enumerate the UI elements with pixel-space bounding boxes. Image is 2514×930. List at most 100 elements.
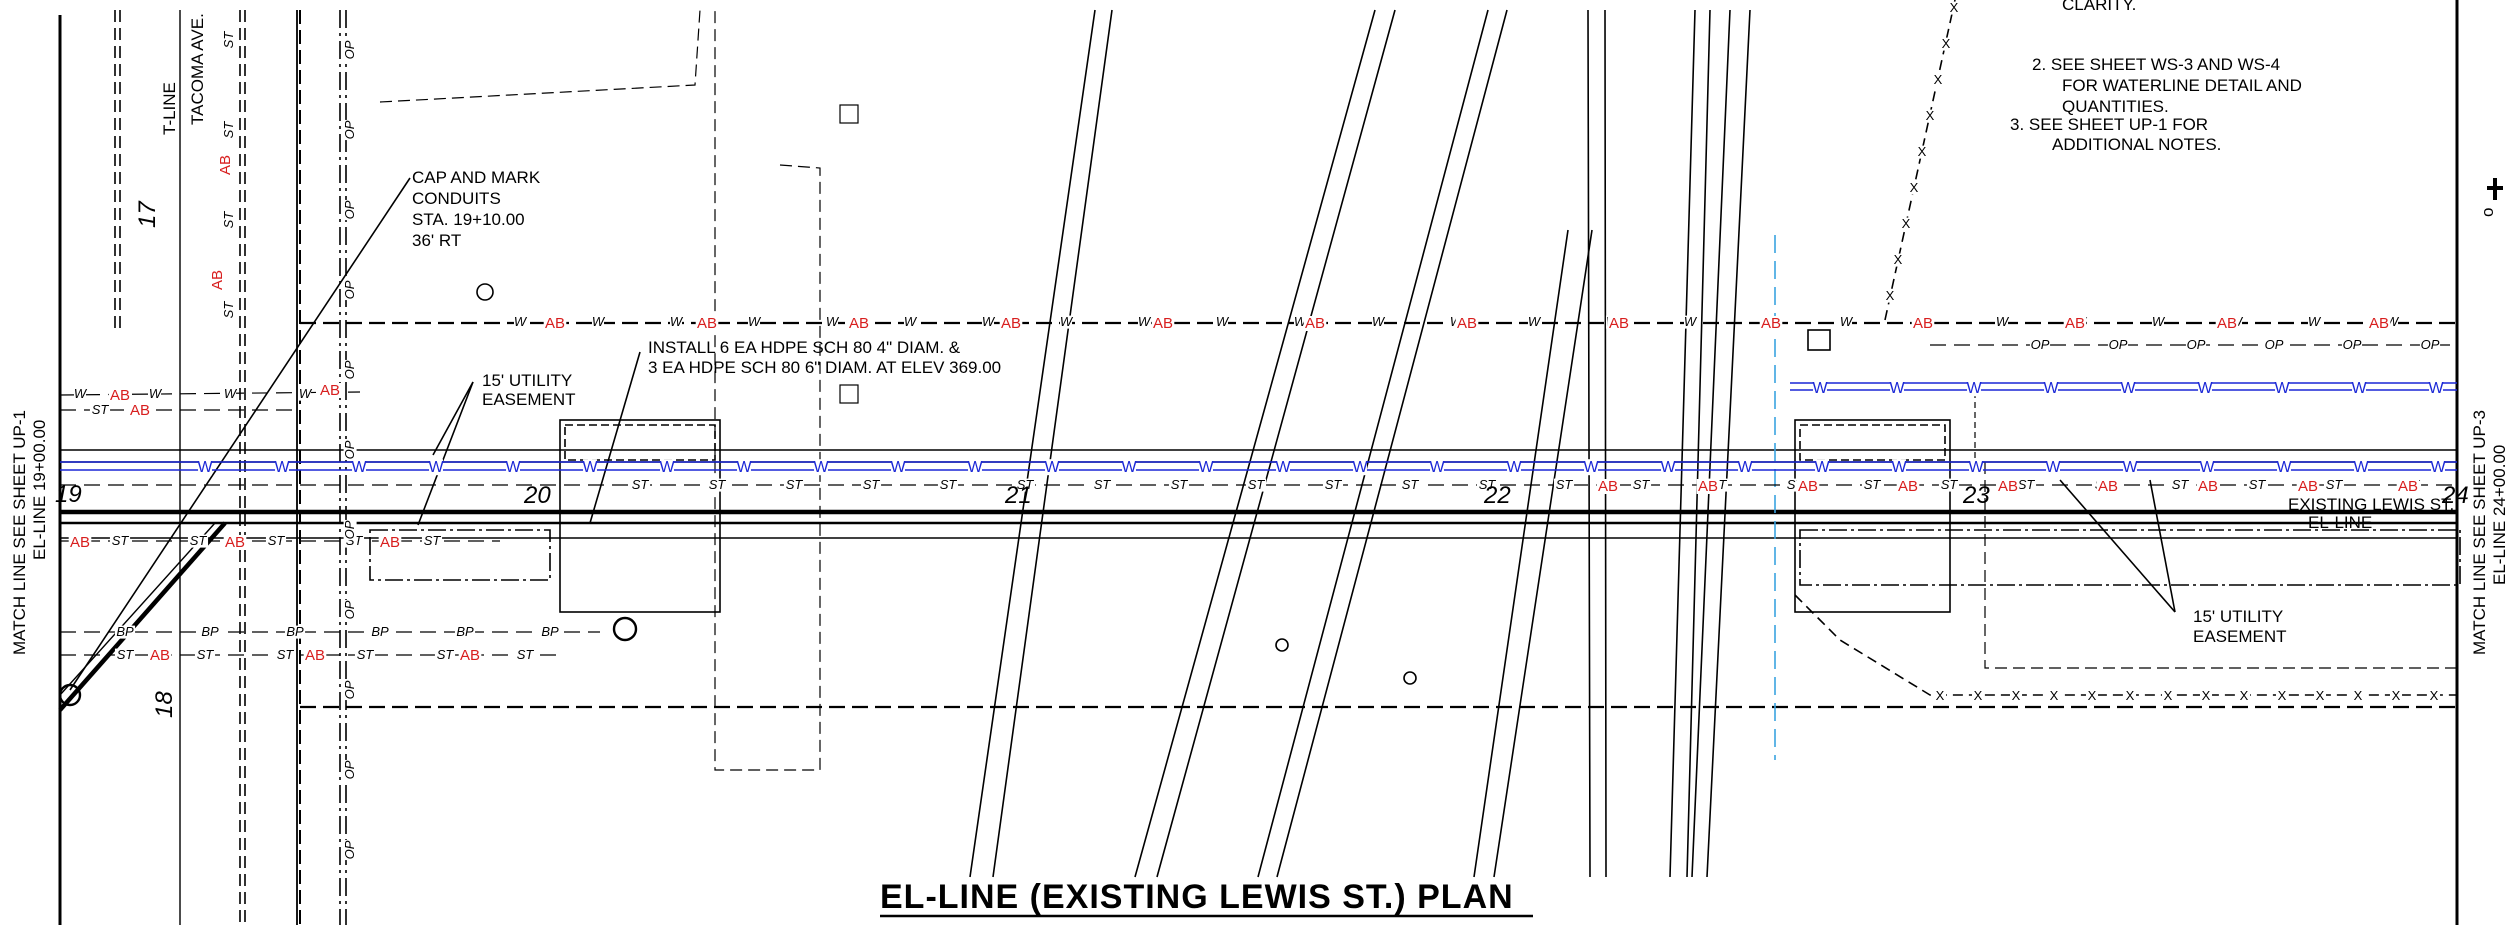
- tag-mask: [2246, 478, 2268, 492]
- line-tag: ST: [2326, 477, 2344, 492]
- note1-tail: CLARITY.: [2062, 0, 2136, 14]
- tag-mask: [1399, 478, 1421, 492]
- line-tag: X: [1910, 180, 1919, 195]
- line-tag: W: [1138, 314, 1152, 329]
- line-tag: W: [748, 314, 762, 329]
- tag-mask: [1476, 478, 1498, 492]
- tag-mask: [1584, 459, 1598, 476]
- tag-mask: [1996, 479, 2020, 494]
- line-tag: AB: [2065, 315, 2085, 332]
- tag-mask: [114, 625, 136, 639]
- tag-mask: [2296, 479, 2320, 494]
- line-tag: W: [1737, 459, 1753, 476]
- line-tag: X: [1934, 72, 1943, 87]
- note3-line2: ADDITIONAL NOTES.: [2052, 135, 2221, 154]
- line-tag: AB: [380, 534, 400, 551]
- line-tag: W: [299, 386, 313, 401]
- install-line2: 3 EA HDPE SCH 80 6" DIAM. AT ELEV 369.00: [648, 358, 1001, 377]
- tag-mask: [1607, 316, 1631, 331]
- tag-mask: [539, 625, 561, 639]
- tag-mask: [2313, 689, 2327, 703]
- line-tag: W: [1840, 314, 1854, 329]
- tag-mask: [513, 315, 527, 329]
- line-tag: X: [1974, 688, 1983, 703]
- tag-mask: [1276, 459, 1290, 476]
- line-tag: AB: [2298, 478, 2318, 495]
- line-tag: AB: [70, 534, 90, 551]
- tag-mask: [1303, 316, 1327, 331]
- line-tag: AB: [1913, 315, 1933, 332]
- tag-mask: [695, 316, 719, 331]
- line-tag: ST: [709, 477, 727, 492]
- line-tag: ST: [437, 647, 455, 662]
- match-line-right-2: EL-LINE 24+00.00: [2490, 445, 2509, 585]
- callout-easement-right: 15' UTILITY EASEMENT: [2193, 607, 2287, 646]
- easement-left-line2: EASEMENT: [482, 390, 576, 409]
- tag-mask: [2323, 478, 2345, 492]
- line-tag: X: [1918, 144, 1927, 159]
- line-tag: ST: [221, 31, 236, 49]
- line-tag: AB: [1598, 478, 1618, 495]
- line-tag: ST: [197, 647, 215, 662]
- tag-mask: [2237, 689, 2251, 703]
- station-23: 23: [1962, 482, 1990, 509]
- line-tag: ST: [863, 477, 881, 492]
- tag-mask: [298, 387, 312, 401]
- tag-mask: [2009, 689, 2023, 703]
- line-tag: ST: [357, 647, 375, 662]
- tag-mask: [1915, 145, 1929, 159]
- line-tag: BP: [456, 624, 474, 639]
- tag-mask: [1899, 217, 1913, 231]
- line-tag: W: [505, 459, 521, 476]
- tag-mask: [2367, 316, 2391, 331]
- line-tag: W: [1198, 459, 1214, 476]
- tag-mask: [343, 599, 357, 621]
- tag-mask: [825, 315, 839, 329]
- line-tag: ST: [1017, 477, 1035, 492]
- line-tag: ST: [112, 533, 130, 548]
- tag-mask: [891, 459, 905, 476]
- line-tag: OP: [342, 120, 357, 139]
- line-tag: ST: [1248, 477, 1266, 492]
- line-tag: BP: [116, 624, 134, 639]
- line-tag: W: [813, 459, 829, 476]
- tag-mask: [2169, 478, 2191, 492]
- tag-mask: [343, 119, 357, 141]
- t-line-label: T-LINE: [160, 82, 179, 135]
- line-tag: ST: [940, 477, 958, 492]
- tag-mask: [1014, 478, 1036, 492]
- line-tag: ST: [268, 533, 286, 548]
- line-tag: AB: [209, 270, 226, 290]
- line-tag: AB: [110, 387, 130, 404]
- tag-mask: [148, 387, 162, 401]
- tag-mask: [2161, 689, 2175, 703]
- tag-mask: [114, 648, 136, 662]
- tag-mask: [737, 459, 751, 476]
- tag-mask: [591, 315, 605, 329]
- tag-mask: [1045, 459, 1059, 476]
- linework: [58, 0, 2461, 925]
- tag-mask: [1293, 315, 1307, 329]
- plan-title-text: EL-LINE (EXISTING LEWIS ST.) PLAN: [880, 878, 1514, 916]
- line-tag: AB: [130, 402, 150, 419]
- line-tag: BP: [371, 624, 389, 639]
- line-tag: OP: [2187, 337, 2206, 352]
- tag-mask: [1883, 289, 1897, 303]
- line-tag: W: [890, 459, 906, 476]
- line-tag: ST: [190, 533, 208, 548]
- tag-mask: [903, 315, 917, 329]
- tag-mask: [89, 403, 111, 417]
- tag-mask: [2046, 459, 2060, 476]
- line-tag: W: [2353, 459, 2369, 476]
- line-tag: W: [1968, 459, 1984, 476]
- tag-mask: [68, 535, 92, 550]
- tag-mask: [1527, 315, 1541, 329]
- easement-right-line1: 15' UTILITY: [2193, 607, 2283, 626]
- line-tag: ST: [117, 647, 135, 662]
- line-tag: OP: [342, 40, 357, 59]
- line-tag: OP: [2343, 337, 2362, 352]
- line-tag: AB: [460, 647, 480, 664]
- el-line-label: EL-LINE: [2308, 513, 2372, 532]
- tag-mask: [1596, 479, 1620, 494]
- tag-mask: [1059, 315, 1073, 329]
